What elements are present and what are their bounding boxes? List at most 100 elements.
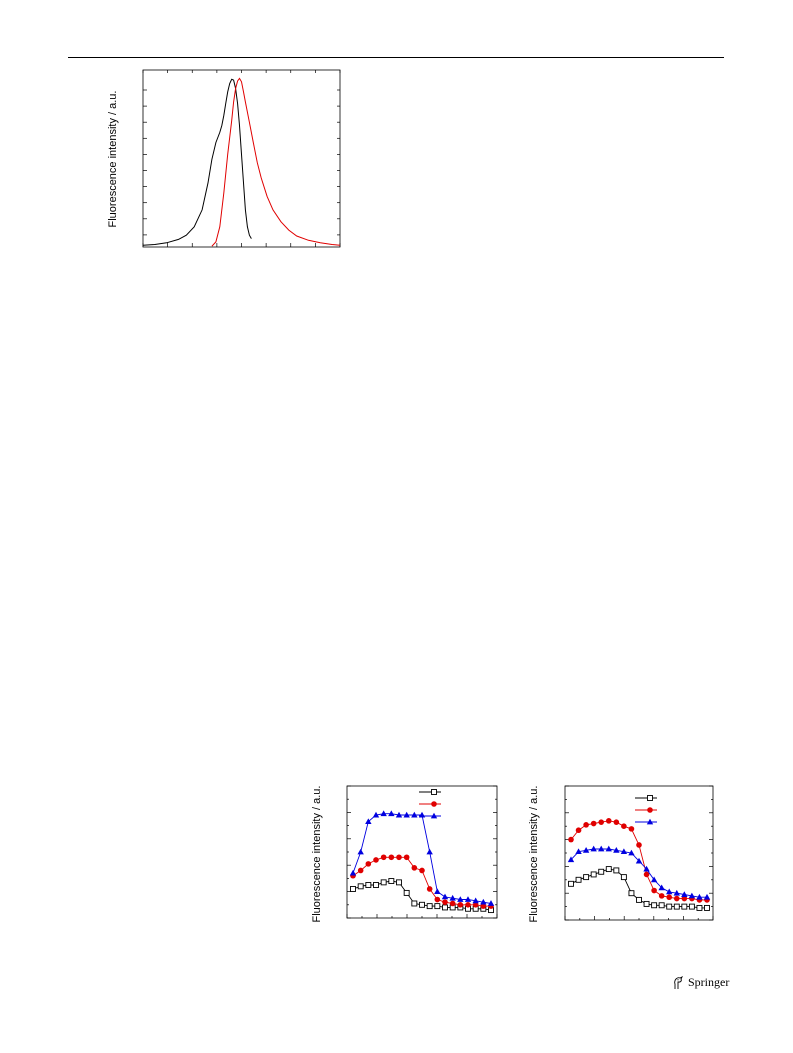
right-ylabel: Fluorescence intensity / a.u. [528, 786, 540, 923]
data-point [621, 823, 627, 829]
data-point [403, 889, 410, 896]
springer-horse-icon [674, 975, 684, 989]
data-point [583, 874, 590, 881]
data-point [636, 842, 642, 848]
data-point [643, 865, 650, 872]
data-point [613, 819, 620, 825]
data-point [395, 811, 403, 818]
data-point [396, 879, 402, 886]
data-point [583, 822, 589, 828]
data-point [620, 848, 628, 855]
time-course-figure-right: Fluorescence intensity / a.u. [528, 785, 714, 923]
data-point [396, 854, 402, 861]
data-point [357, 848, 364, 855]
data-point [373, 882, 379, 888]
data-point [575, 848, 582, 855]
data-point [403, 811, 410, 818]
data-point [582, 847, 590, 853]
legend-marker-2 [430, 812, 438, 819]
page-footer: Springer [672, 975, 729, 990]
data-point [465, 902, 471, 908]
data-point [372, 811, 380, 818]
data-point [688, 892, 696, 899]
data-point [651, 902, 658, 909]
data-point [628, 890, 635, 897]
data-point [449, 894, 456, 901]
data-point [442, 899, 448, 905]
data-point [605, 845, 612, 852]
data-point [373, 857, 379, 863]
left-ticks [346, 785, 498, 919]
data-point [598, 868, 605, 875]
data-point [651, 887, 657, 894]
data-point [704, 904, 710, 911]
data-point [411, 900, 418, 907]
data-point [411, 865, 418, 871]
data-point [403, 854, 410, 861]
data-point [457, 902, 464, 908]
data-point [472, 897, 479, 904]
spectra-ylabel: Fluorescence intensity / a.u. [107, 91, 119, 228]
data-point [426, 903, 433, 910]
data-point [666, 888, 673, 895]
data-point [696, 893, 703, 900]
data-point [643, 871, 650, 878]
data-point [643, 900, 650, 907]
data-point [457, 896, 464, 902]
data-point [681, 891, 688, 897]
spectra-series-line-1 [211, 77, 341, 247]
data-point [480, 898, 487, 905]
data-point [411, 811, 418, 818]
left-plot-frame [346, 785, 498, 919]
right-legend [635, 795, 657, 825]
right-ticks [564, 785, 714, 921]
data-point [441, 893, 449, 900]
left-series [349, 810, 495, 914]
data-point [380, 879, 387, 886]
data-point [434, 903, 441, 910]
data-point [613, 867, 620, 874]
data-point [357, 867, 364, 874]
spectra-ticks [142, 70, 341, 247]
data-point [575, 876, 582, 883]
data-point [598, 845, 605, 852]
data-point [681, 895, 688, 902]
data-point [380, 854, 387, 861]
data-point [365, 818, 372, 825]
data-point [635, 857, 643, 864]
data-point [575, 827, 582, 834]
data-point [464, 896, 472, 902]
data-point [365, 861, 372, 867]
header-rule [68, 57, 724, 58]
publisher-name: Springer [688, 975, 730, 989]
legend-marker-0 [431, 789, 437, 795]
data-point [666, 894, 673, 901]
data-point [673, 889, 680, 896]
data-point [613, 847, 620, 853]
data-point [449, 900, 456, 907]
data-point [568, 880, 574, 887]
data-point [590, 845, 597, 852]
data-point [590, 871, 597, 878]
spectra-series [142, 77, 341, 247]
data-point [568, 836, 574, 843]
data-point [349, 869, 357, 876]
data-point [628, 849, 635, 856]
right-series [567, 818, 711, 911]
data-point [434, 896, 441, 903]
legend-marker-1 [647, 807, 653, 813]
data-point [388, 878, 395, 884]
data-point [628, 826, 635, 832]
legend-marker-1 [431, 801, 437, 807]
data-point [419, 867, 425, 874]
data-point [605, 818, 612, 824]
data-point [472, 902, 479, 908]
data-point [696, 904, 703, 911]
data-point [673, 895, 680, 902]
data-point [658, 893, 665, 899]
data-point [650, 876, 658, 883]
data-point [620, 874, 627, 881]
data-point [434, 888, 441, 894]
data-point [480, 903, 487, 909]
data-point [673, 903, 680, 910]
